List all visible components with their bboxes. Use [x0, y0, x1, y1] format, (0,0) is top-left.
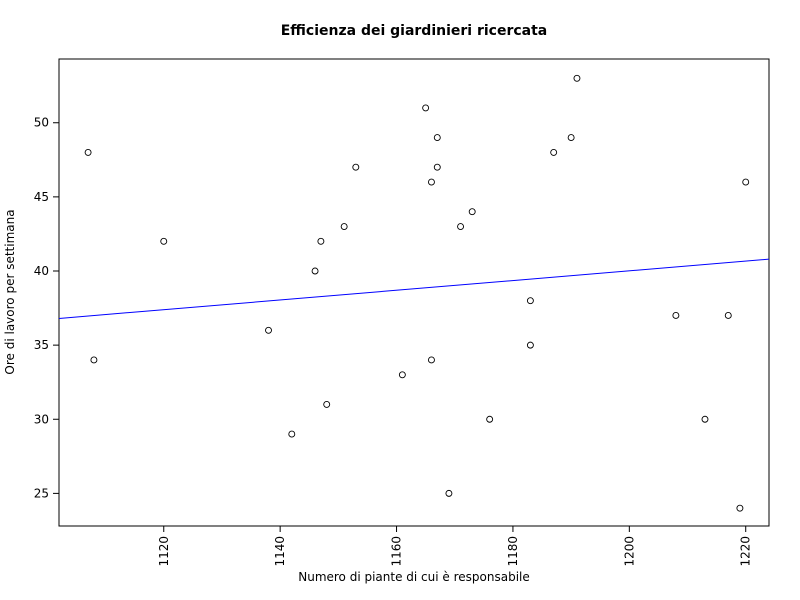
data-point — [468, 208, 476, 216]
y-axis-label: Ore di lavoro per settimana — [3, 209, 17, 374]
y-tick-label: 35 — [34, 338, 49, 352]
data-point — [736, 504, 744, 512]
data-points — [84, 74, 750, 512]
data-point — [526, 297, 534, 305]
data-point — [352, 163, 360, 171]
y-tick-label: 45 — [34, 190, 49, 204]
x-axis: 1120 1140 1160 1180 1200 1220 — [157, 526, 753, 567]
data-point — [526, 341, 534, 349]
data-point — [428, 356, 435, 364]
data-point — [573, 74, 581, 82]
data-point — [567, 134, 575, 142]
data-point — [742, 178, 750, 186]
chart-title: Efficienza dei giardinieri ricercata — [281, 23, 548, 39]
x-axis-label: Numero di piante di cui è responsabile — [298, 570, 530, 584]
data-point — [317, 237, 325, 245]
data-point — [84, 148, 92, 156]
data-point — [288, 430, 296, 438]
data-point — [311, 267, 319, 275]
x-tick-label: 1200 — [622, 536, 636, 567]
data-point — [265, 326, 272, 334]
y-tick-label: 25 — [34, 486, 49, 500]
y-tick-label: 30 — [34, 412, 49, 426]
x-tick-label: 1220 — [739, 536, 753, 567]
x-tick-label: 1180 — [506, 536, 520, 567]
y-axis: 25 30 35 40 45 50 — [34, 116, 59, 500]
data-point — [486, 415, 494, 423]
data-point — [550, 148, 558, 156]
data-point — [445, 489, 453, 497]
data-point — [422, 104, 430, 112]
data-point — [160, 237, 168, 245]
x-tick-label: 1160 — [390, 536, 404, 567]
x-tick-label: 1140 — [273, 536, 287, 567]
data-point — [433, 163, 441, 171]
x-tick-label: 1120 — [157, 536, 171, 567]
plot-area-frame — [58, 58, 770, 527]
data-point — [433, 134, 441, 142]
data-point — [428, 178, 435, 186]
y-tick-label: 50 — [34, 116, 49, 130]
data-point — [323, 400, 331, 408]
data-point — [90, 356, 98, 364]
data-point — [398, 371, 406, 379]
data-point — [724, 312, 732, 319]
regression-line — [58, 258, 770, 319]
data-point — [457, 223, 465, 230]
data-point — [701, 415, 709, 423]
data-point — [340, 223, 348, 230]
data-point — [672, 312, 680, 319]
y-tick-label: 40 — [34, 264, 49, 278]
